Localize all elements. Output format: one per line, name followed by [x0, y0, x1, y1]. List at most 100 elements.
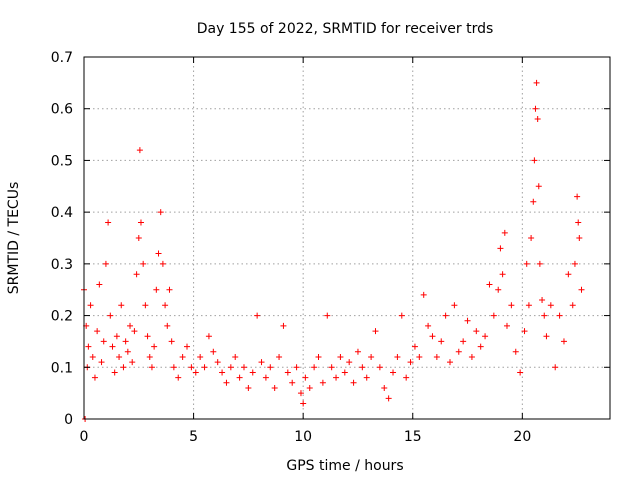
data-point — [403, 374, 410, 381]
data-point — [341, 369, 348, 376]
data-point — [376, 364, 383, 371]
data-point — [531, 157, 538, 164]
data-point — [280, 322, 287, 329]
data-point — [552, 364, 559, 371]
data-point — [113, 333, 120, 340]
data-point — [302, 374, 309, 381]
data-point — [468, 353, 475, 360]
data-point — [385, 395, 392, 402]
data-point — [148, 364, 155, 371]
x-tick-label: 5 — [189, 429, 198, 445]
data-point — [284, 369, 291, 376]
data-point — [276, 353, 283, 360]
data-point — [219, 369, 226, 376]
data-point — [354, 348, 361, 355]
data-point — [153, 286, 160, 293]
chart-title: Day 155 of 2022, SRMTID for receiver trd… — [197, 21, 494, 37]
data-point — [501, 229, 508, 236]
x-tick-label: 10 — [294, 429, 312, 445]
data-point — [576, 235, 583, 241]
data-point — [455, 348, 462, 355]
data-point — [565, 271, 572, 278]
data-point — [324, 312, 331, 319]
data-point — [381, 384, 388, 391]
y-tick-label: 0.4 — [51, 205, 73, 221]
data-point — [547, 302, 554, 309]
data-point — [111, 369, 118, 376]
data-point — [236, 374, 243, 381]
data-point — [571, 260, 578, 267]
data-point — [129, 359, 136, 366]
data-point — [232, 353, 239, 360]
data-point — [89, 353, 96, 360]
data-point — [249, 369, 256, 376]
data-point — [495, 286, 502, 293]
data-point — [142, 302, 149, 309]
data-point — [407, 359, 414, 366]
data-point — [188, 364, 195, 371]
y-tick-label: 0 — [64, 412, 73, 428]
data-point — [118, 302, 125, 309]
data-point — [100, 338, 107, 345]
data-point — [159, 260, 166, 267]
data-point — [140, 260, 147, 267]
data-point — [245, 384, 252, 391]
data-point — [556, 312, 563, 319]
data-point — [575, 219, 582, 226]
data-point — [574, 193, 581, 200]
data-point — [120, 364, 127, 371]
data-point — [530, 198, 537, 205]
data-point — [525, 302, 532, 309]
data-point — [447, 359, 454, 366]
data-point — [205, 333, 212, 340]
data-point — [192, 369, 199, 376]
data-point — [133, 271, 140, 278]
data-point — [262, 374, 269, 381]
data-point — [94, 328, 101, 335]
data-point — [168, 338, 175, 345]
data-point — [271, 384, 278, 391]
y-axis-tick-labels: 0 0.1 0.2 0.3 0.4 0.5 0.6 0.7 — [51, 50, 73, 428]
data-point — [490, 312, 497, 319]
x-tick-label: 0 — [80, 429, 89, 445]
data-point — [533, 79, 540, 86]
data-point — [131, 328, 138, 335]
data-point — [578, 286, 585, 293]
data-point — [350, 379, 357, 386]
axis-ticks — [83, 56, 610, 420]
data-points — [81, 79, 585, 422]
data-point — [372, 328, 379, 335]
y-tick-label: 0.2 — [51, 309, 73, 325]
data-point — [394, 353, 401, 360]
data-point — [197, 353, 204, 360]
data-point — [536, 260, 543, 267]
data-point — [300, 400, 307, 407]
data-point — [451, 302, 458, 309]
data-point — [87, 302, 94, 309]
data-point — [293, 364, 300, 371]
data-point — [523, 260, 530, 267]
data-point — [102, 260, 109, 267]
data-point — [267, 364, 274, 371]
data-point — [315, 353, 322, 360]
data-point — [368, 353, 375, 360]
data-point — [116, 353, 123, 360]
data-point — [223, 379, 230, 386]
data-point — [359, 364, 366, 371]
data-point — [535, 183, 542, 190]
data-point — [144, 333, 151, 340]
data-point — [146, 353, 153, 360]
data-point — [254, 312, 261, 319]
y-tick-label: 0.3 — [51, 257, 73, 273]
data-point — [482, 333, 489, 340]
data-point — [289, 379, 296, 386]
data-point — [166, 286, 173, 293]
data-point — [442, 312, 449, 319]
data-point — [477, 343, 484, 350]
grid — [84, 57, 610, 419]
data-point — [85, 343, 92, 350]
y-axis-label: SRMTID / TECUs — [6, 182, 22, 295]
data-point — [517, 369, 524, 376]
data-point — [157, 209, 164, 216]
